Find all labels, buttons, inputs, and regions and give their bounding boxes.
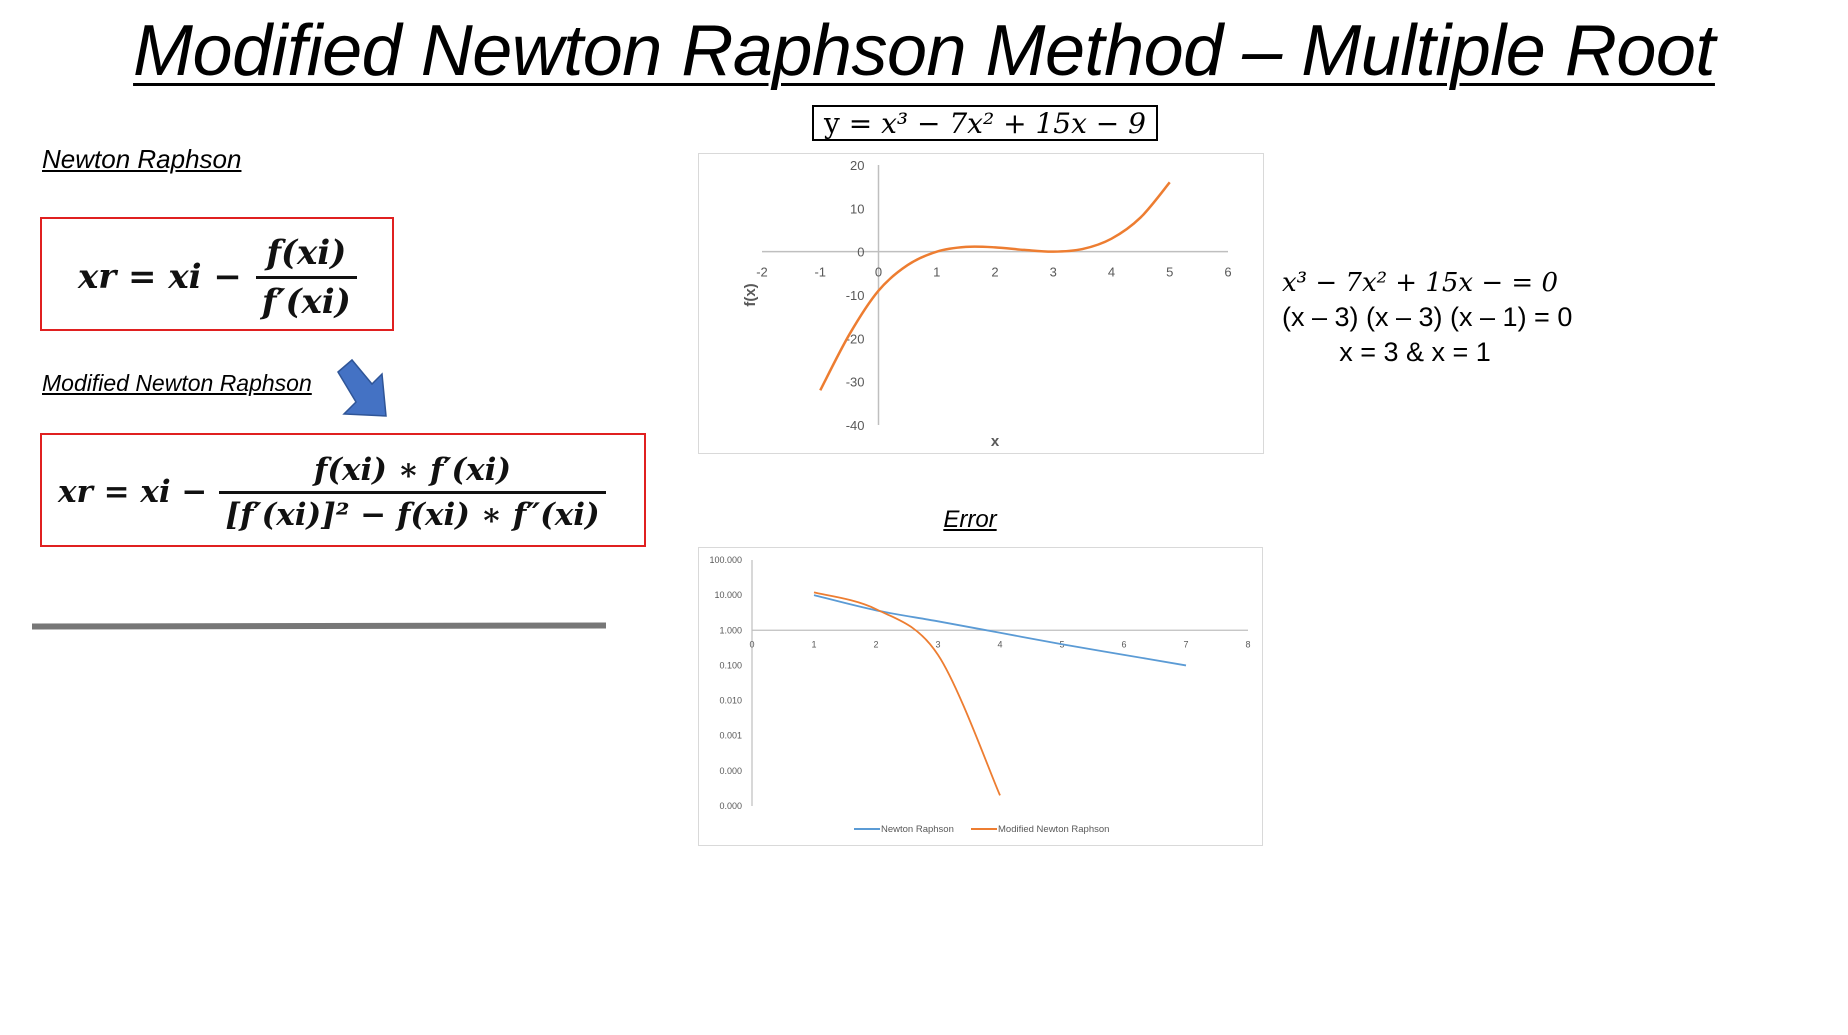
newton-raphson-formula: xr = xi − f(xi) f′(xi) bbox=[78, 227, 357, 327]
formula-lhs: xr = xi − bbox=[58, 474, 208, 510]
y-tick-label: -40 bbox=[846, 418, 865, 433]
formula-numerator: f(xi) ∗ f′(xi) bbox=[314, 451, 512, 488]
y-tick-label: 20 bbox=[850, 158, 864, 173]
legend-label: Modified Newton Raphson bbox=[998, 824, 1109, 835]
x-tick-label: -2 bbox=[756, 265, 768, 280]
y-tick-label: 0 bbox=[857, 245, 864, 260]
function-chart-frame: -2 -1 0 1 2 3 4 5 6 20 10 0 -10 -20 -30 -40 x f(x) bbox=[698, 153, 1264, 454]
formula-fraction: f(xi) ∗ f′(xi) [f′(xi)]² − f(xi) ∗ f″(xi… bbox=[219, 451, 606, 533]
x-tick-label: 2 bbox=[991, 265, 998, 280]
roots-line-3: x = 3 & x = 1 bbox=[1339, 337, 1491, 367]
formula-fraction: f(xi) f′(xi) bbox=[255, 232, 357, 322]
x-tick-label: 4 bbox=[1108, 265, 1115, 280]
modified-newton-raphson-formula: xr = xi − f(xi) ∗ f′(xi) [f′(xi)]² − f(x… bbox=[58, 439, 606, 545]
newton-raphson-formula-box: xr = xi − f(xi) f′(xi) bbox=[40, 217, 394, 331]
y-tick-label: -30 bbox=[846, 375, 865, 390]
x-tick-label: 5 bbox=[1166, 265, 1173, 280]
error-series-line bbox=[813, 591, 1001, 796]
roots-line-2: (x – 3) (x – 3) (x – 1) = 0 bbox=[1282, 302, 1573, 332]
x-tick-label: 8 bbox=[1245, 639, 1250, 649]
slide-title: Modified Newton Raphson Method – Multipl… bbox=[133, 11, 1715, 91]
equation-expression: x³ − 7x² + 15x − 9 bbox=[881, 107, 1146, 140]
x-tick-label: 6 bbox=[1224, 265, 1231, 280]
x-axis-title: x bbox=[991, 433, 1000, 450]
legend-label: Newton Raphson bbox=[881, 824, 954, 835]
x-tick-label: 3 bbox=[935, 639, 940, 649]
down-arrow-icon bbox=[337, 358, 387, 417]
modified-newton-raphson-formula-box: xr = xi − f(xi) ∗ f′(xi) [f′(xi)]² − f(x… bbox=[40, 433, 646, 547]
roots-line-1: x³ − 7x² + 15x − = 0 bbox=[1282, 268, 1558, 298]
y-tick-label: 0.100 bbox=[719, 660, 742, 670]
fraction-bar bbox=[219, 490, 606, 494]
equation-prefix: y = bbox=[824, 107, 882, 140]
x-tick-label: -1 bbox=[814, 265, 826, 280]
formula-denominator: [f′(xi)]² − f(xi) ∗ f″(xi) bbox=[225, 496, 600, 533]
x-tick-label: 4 bbox=[997, 639, 1002, 649]
x-tick-label: 6 bbox=[1121, 639, 1126, 649]
error-chart-frame: 100.000 10.000 1.000 0.100 0.010 0.001 0.000 0.… bbox=[698, 547, 1263, 846]
y-tick-label: 1.000 bbox=[719, 625, 742, 635]
newton-raphson-label: Newton Raphson bbox=[42, 144, 242, 174]
error-chart: 100.000 10.000 1.000 0.100 0.010 0.001 0.000 0.… bbox=[709, 555, 1250, 835]
x-tick-label: 0 bbox=[749, 639, 754, 649]
function-curve bbox=[819, 181, 1171, 391]
divider-line bbox=[31, 622, 607, 630]
y-tick-label: 10 bbox=[850, 201, 864, 216]
error-title: Error bbox=[943, 506, 997, 533]
x-tick-label: 1 bbox=[933, 265, 940, 280]
x-tick-label: 2 bbox=[873, 639, 878, 649]
modified-newton-raphson-label: Modified Newton Raphson bbox=[42, 370, 312, 396]
x-tick-label: 0 bbox=[875, 265, 882, 280]
fraction-bar bbox=[255, 275, 357, 279]
formula-denominator: f′(xi) bbox=[261, 281, 351, 322]
x-tick-label: 3 bbox=[1050, 265, 1057, 280]
y-tick-label: 0.010 bbox=[719, 696, 742, 706]
y-tick-label: 0.001 bbox=[719, 731, 742, 741]
y-axis-title: f(x) bbox=[742, 283, 759, 306]
y-tick-label: -10 bbox=[846, 288, 865, 303]
x-tick-label: 7 bbox=[1183, 639, 1188, 649]
error-series-line bbox=[813, 594, 1187, 667]
x-tick-label: 1 bbox=[811, 639, 816, 649]
function-equation: y = x³ − 7x² + 15x − 9 bbox=[812, 105, 1158, 141]
roots-block: x³ − 7x² + 15x − = 0 (x – 3) (x – 3) (x … bbox=[1282, 268, 1573, 368]
formula-lhs: xr = xi − bbox=[78, 257, 242, 297]
y-tick-label: 100.000 bbox=[709, 555, 742, 565]
y-tick-label: 0.000 bbox=[719, 766, 742, 776]
y-tick-label: 10.000 bbox=[714, 590, 742, 600]
y-tick-label: 0.000 bbox=[719, 801, 742, 811]
formula-numerator: f(xi) bbox=[266, 232, 347, 273]
